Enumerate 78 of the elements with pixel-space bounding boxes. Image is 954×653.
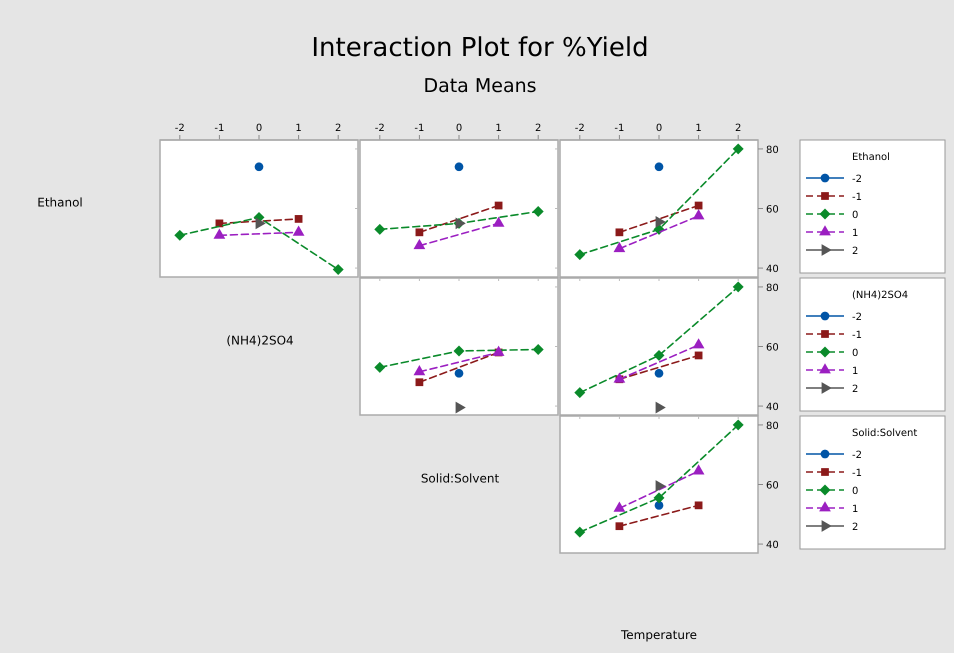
y-axis-title: Ethanol [37,196,83,210]
point [532,344,544,355]
x-tick-label: 2 [735,123,742,134]
y-tick-label: 80 [766,282,779,294]
x-tick-label: 2 [335,123,342,134]
point [532,206,544,217]
point [654,492,664,504]
point [494,202,502,210]
point [732,143,744,154]
x-tick-label: 0 [256,123,262,134]
point [374,362,386,373]
chart-subtitle: Data Means [423,75,537,97]
x-tick-label: 0 [656,123,662,134]
y-tick-label: 80 [766,144,779,156]
point [574,387,586,398]
y-tick-label: 40 [766,540,779,552]
x-tick-label: 0 [456,123,462,134]
legend-label: -1 [852,468,862,479]
x-tick-label: 1 [695,123,702,134]
point [574,526,586,538]
point [616,228,624,236]
point [654,162,664,172]
point [732,281,744,292]
y-tick-label: 60 [766,342,779,354]
point [694,501,702,510]
point [694,202,702,210]
legend-label: 0 [852,348,858,359]
x-tick-label: -2 [374,123,385,134]
point [332,264,344,276]
legend-label: 2 [852,384,858,395]
legend-label: -2 [852,174,862,185]
y-tick-label: 40 [766,264,779,276]
x-tick-label: -2 [574,123,585,134]
point [654,368,664,378]
legend-label: 1 [852,366,858,377]
point [416,378,424,386]
legend-label: 0 [852,210,858,221]
x-tick-label: 1 [295,123,302,134]
legend-label: 2 [852,522,858,533]
x-axis-title: Temperature [620,628,698,642]
x-tick-label: -1 [414,123,424,134]
legend-title: (NH4)2SO4 [852,290,908,301]
point [454,368,464,378]
point [174,230,186,241]
point [616,522,624,530]
x-tick-label: -2 [174,123,185,134]
legend-label: -1 [852,192,862,203]
point [254,162,264,172]
y-tick-label: 60 [766,204,779,216]
legend-title: Ethanol [852,152,890,163]
point [374,224,386,235]
legend-label: 1 [852,228,858,239]
x-tick-label: 1 [495,123,502,134]
legend-label: 2 [852,246,858,257]
y-tick-label: 80 [766,420,779,432]
point [694,352,702,360]
x-tick-label: -1 [614,123,624,134]
x-tick-label: 2 [535,123,542,134]
y-tick-label: 40 [766,402,779,414]
point [654,350,664,361]
point [574,249,586,260]
chart-title: Interaction Plot for %Yield [311,33,649,63]
legend-label: -2 [852,450,862,461]
legend-title: Solid:Solvent [852,428,918,439]
point [454,162,464,172]
y-axis-title: Solid:Solvent [420,472,500,486]
y-tick-label: 60 [766,480,779,492]
point [454,345,464,356]
legend-label: -2 [852,312,862,323]
legend-label: 1 [852,504,858,515]
point [654,500,664,510]
x-tick-label: -1 [214,123,224,134]
point [294,215,302,223]
y-axis-title: (NH4)2SO4 [226,334,294,348]
legend-label: 0 [852,486,858,497]
point [732,419,744,430]
point [416,228,424,236]
legend-label: -1 [852,330,862,341]
